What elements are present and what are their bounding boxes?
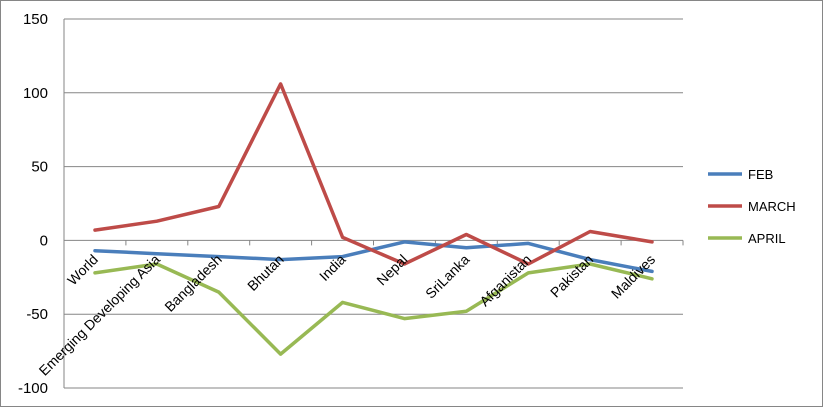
y-tick-label: 50 [31,159,48,176]
series-line-april[interactable] [93,262,654,356]
axes [63,19,684,388]
data-point-march[interactable] [340,234,346,240]
legend-label: MARCH [748,199,796,214]
y-tick-label: -100 [18,380,48,397]
legend-item-feb[interactable]: FEB [708,167,773,182]
data-point-april[interactable] [463,308,469,314]
data-point-feb[interactable] [401,239,407,245]
y-tick-label: 0 [40,232,48,249]
data-point-march[interactable] [216,203,222,209]
data-point-feb[interactable] [92,248,98,254]
data-point-march[interactable] [587,229,593,235]
legend: FEB MARCH APRIL [708,167,796,246]
data-point-april[interactable] [401,316,407,322]
data-point-april[interactable] [340,299,346,305]
legend-label: APRIL [748,231,786,246]
data-point-april[interactable] [92,270,98,276]
x-category-label: World [64,251,101,288]
y-axis-tick-labels: 150 100 50 0 -50 -100 [18,11,48,397]
x-category-label: Afganistan [476,251,534,309]
data-point-feb[interactable] [525,240,531,246]
data-point-april[interactable] [278,351,284,357]
y-tick-label: -50 [26,306,48,323]
data-point-march[interactable] [278,81,284,87]
data-point-march[interactable] [463,231,469,237]
legend-item-march[interactable]: MARCH [708,199,796,214]
y-tick-label: 150 [23,11,48,28]
data-point-april[interactable] [649,276,655,282]
y-tick-label: 100 [23,85,48,102]
gridlines [64,18,683,389]
x-category-label: SriLanka [422,251,473,302]
series-lines [92,81,655,357]
data-point-april[interactable] [216,289,222,295]
x-category-label: Emerging Developing Asia [36,251,164,379]
x-category-label: Pakistan [547,251,596,300]
series-line-march[interactable] [93,82,654,266]
x-category-label: Bangladesh [161,251,225,315]
data-point-feb[interactable] [463,245,469,251]
legend-item-april[interactable]: APRIL [708,231,786,246]
data-point-march[interactable] [92,227,98,233]
data-point-march[interactable] [649,239,655,245]
legend-label: FEB [748,167,773,182]
data-point-march[interactable] [154,218,160,224]
data-point-april[interactable] [525,270,531,276]
